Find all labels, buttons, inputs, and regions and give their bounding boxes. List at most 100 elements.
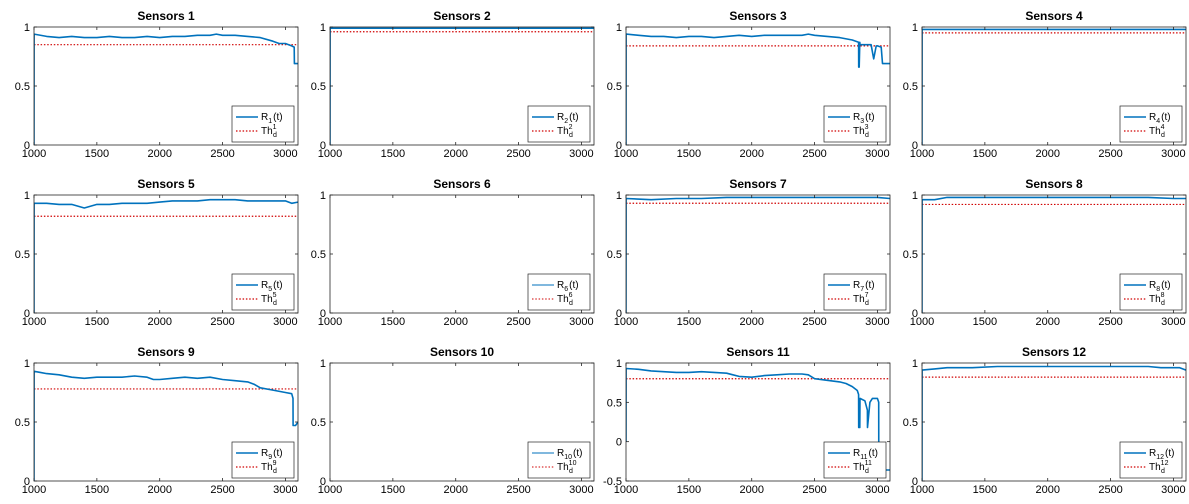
y-tick-label: 1 bbox=[616, 190, 622, 202]
legend: R2(t)Th2 d bbox=[527, 105, 591, 143]
y-tick-label: 0.5 bbox=[607, 249, 622, 261]
legend-threshold-label: Th7 d bbox=[853, 292, 869, 307]
series-line bbox=[626, 33, 890, 145]
y-tick-label: 1 bbox=[320, 22, 326, 34]
y-tick-label: 0.5 bbox=[311, 249, 326, 261]
x-tick-label: 3000 bbox=[273, 316, 297, 328]
legend-threshold-label: Th3 d bbox=[853, 124, 869, 139]
y-tick-label: 0.5 bbox=[607, 81, 622, 93]
y-tick-label: 0 bbox=[320, 476, 326, 488]
legend-threshold-label: Th12 d bbox=[1149, 460, 1169, 475]
x-tick-label: 1500 bbox=[677, 316, 701, 328]
legend-threshold-label: Th6 d bbox=[557, 292, 573, 307]
subplot-sensors-10: Sensors 10 1000 1500 2000 2500 3000 0 0.5 1 R10(t… bbox=[311, 345, 595, 496]
legend-series-label: R8(t) bbox=[1149, 280, 1171, 293]
y-tick-label: 0 bbox=[24, 140, 30, 152]
subplot-sensors-4: Sensors 4 1000 1500 2000 2500 3000 0 0.5 1 R4(t)T… bbox=[903, 9, 1187, 160]
legend: R3(t)Th3 d bbox=[823, 105, 887, 143]
legend: R5(t)Th5 d bbox=[231, 273, 295, 311]
x-tick-label: 1000 bbox=[318, 148, 342, 160]
x-tick-label: 2500 bbox=[802, 148, 826, 160]
y-tick-label: 1 bbox=[320, 190, 326, 202]
y-tick-label: 0.5 bbox=[311, 81, 326, 93]
x-tick-label: 1000 bbox=[318, 484, 342, 496]
x-tick-label: 3000 bbox=[865, 148, 889, 160]
legend-threshold-label: Th2 d bbox=[557, 124, 573, 139]
legend-threshold-label: Th1 d bbox=[261, 124, 277, 139]
subplot-title: Sensors 8 bbox=[1025, 177, 1083, 191]
x-tick-label: 3000 bbox=[569, 316, 593, 328]
legend-box bbox=[527, 105, 591, 143]
x-tick-label: 2500 bbox=[210, 316, 234, 328]
x-tick-label: 1500 bbox=[381, 484, 405, 496]
y-tick-label: -0.5 bbox=[603, 476, 622, 488]
x-tick-label: 3000 bbox=[1161, 148, 1185, 160]
legend-box bbox=[823, 273, 887, 311]
y-tick-label: 0.5 bbox=[903, 81, 918, 93]
x-tick-label: 3000 bbox=[865, 316, 889, 328]
legend-box bbox=[231, 105, 295, 143]
legend-box bbox=[1119, 273, 1183, 311]
series-line bbox=[34, 370, 298, 481]
subplot-title: Sensors 9 bbox=[137, 345, 195, 359]
y-tick-label: 0 bbox=[320, 140, 326, 152]
y-tick-label: 0.5 bbox=[903, 249, 918, 261]
x-tick-label: 3000 bbox=[1161, 316, 1185, 328]
subplot-sensors-3: Sensors 3 1000 1500 2000 2500 3000 0 0.5 1 R3(t)T… bbox=[607, 9, 891, 160]
subplot-sensors-11: Sensors 11 1000 1500 2000 2500 3000 -0.5 0 0.5 1 R… bbox=[603, 345, 891, 496]
y-tick-label: 0.5 bbox=[311, 417, 326, 429]
legend-series-label: R10(t) bbox=[557, 448, 582, 461]
x-tick-label: 3000 bbox=[569, 484, 593, 496]
y-tick-label: 0 bbox=[912, 140, 918, 152]
x-tick-label: 1500 bbox=[973, 316, 997, 328]
subplot-sensors-1: Sensors 1 1000 1500 2000 2500 3000 0 0.5 1 R1(t)T… bbox=[15, 9, 299, 160]
x-tick-label: 1500 bbox=[677, 148, 701, 160]
x-tick-label: 2500 bbox=[1098, 484, 1122, 496]
legend-box bbox=[231, 441, 295, 479]
y-tick-label: 1 bbox=[24, 190, 30, 202]
legend-box bbox=[527, 441, 591, 479]
x-tick-label: 1000 bbox=[910, 148, 934, 160]
x-tick-label: 3000 bbox=[865, 484, 889, 496]
legend: R12(t)Th12 d bbox=[1119, 441, 1183, 479]
y-tick-label: 0 bbox=[616, 437, 622, 449]
legend-series-label: R5(t) bbox=[261, 280, 283, 293]
series-line bbox=[34, 33, 298, 145]
series-line bbox=[922, 365, 1186, 481]
legend-threshold-label: Th11 d bbox=[853, 460, 872, 475]
subplot-title: Sensors 4 bbox=[1025, 9, 1083, 23]
x-tick-label: 2000 bbox=[443, 484, 467, 496]
series-line bbox=[34, 198, 298, 313]
x-tick-label: 1000 bbox=[614, 484, 638, 496]
subplot-title: Sensors 10 bbox=[430, 345, 494, 359]
x-tick-label: 3000 bbox=[273, 148, 297, 160]
y-tick-label: 0 bbox=[616, 308, 622, 320]
x-tick-label: 2500 bbox=[210, 484, 234, 496]
y-tick-label: 1 bbox=[616, 22, 622, 34]
y-tick-label: 1 bbox=[320, 358, 326, 370]
y-tick-label: 1 bbox=[616, 358, 622, 370]
x-tick-label: 2500 bbox=[210, 148, 234, 160]
x-tick-label: 1000 bbox=[910, 316, 934, 328]
legend: R6(t)Th6 d bbox=[527, 273, 591, 311]
x-tick-label: 1500 bbox=[677, 484, 701, 496]
y-tick-label: 0 bbox=[24, 476, 30, 488]
subplot-title: Sensors 5 bbox=[137, 177, 195, 191]
x-tick-label: 2500 bbox=[1098, 148, 1122, 160]
x-tick-label: 1000 bbox=[910, 484, 934, 496]
x-tick-label: 2500 bbox=[506, 148, 530, 160]
legend-threshold-label: Th5 d bbox=[261, 292, 277, 307]
x-tick-label: 1500 bbox=[381, 148, 405, 160]
legend-series-label: R7(t) bbox=[853, 280, 875, 293]
x-tick-label: 3000 bbox=[273, 484, 297, 496]
y-tick-label: 0.5 bbox=[903, 417, 918, 429]
x-tick-label: 2000 bbox=[1035, 484, 1059, 496]
legend: R7(t)Th7 d bbox=[823, 273, 887, 311]
x-tick-label: 2000 bbox=[147, 148, 171, 160]
y-tick-label: 1 bbox=[912, 22, 918, 34]
subplot-sensors-7: Sensors 7 1000 1500 2000 2500 3000 0 0.5 1 R7(t)T… bbox=[607, 177, 891, 328]
legend-box bbox=[527, 273, 591, 311]
x-tick-label: 1500 bbox=[973, 148, 997, 160]
legend: R1(t)Th1 d bbox=[231, 105, 295, 143]
